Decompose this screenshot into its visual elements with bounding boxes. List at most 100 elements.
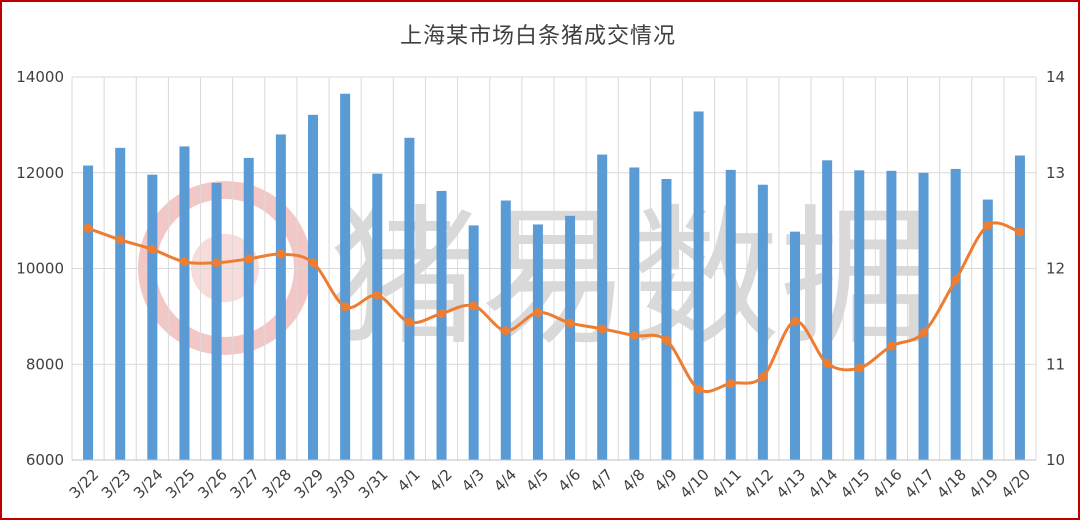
bar (340, 93, 351, 460)
x-tick-label: 4/16 (869, 466, 906, 503)
x-tick-label: 4/7 (587, 466, 617, 496)
x-tick-label: 3/26 (194, 466, 231, 503)
bar (83, 165, 94, 460)
x-tick-label: 4/15 (837, 466, 874, 503)
line-point (951, 275, 961, 285)
bar (661, 178, 672, 460)
y-right-tick-label: 13 (1046, 164, 1065, 182)
bar (822, 160, 833, 461)
x-tick-label: 3/28 (259, 466, 296, 503)
x-tick-label: 3/29 (291, 466, 328, 503)
y-left-tick-label: 6000 (26, 451, 64, 469)
y-left-tick-label: 10000 (16, 260, 64, 278)
y-right-tick-label: 11 (1046, 355, 1065, 373)
y-left-tick-label: 12000 (16, 164, 64, 182)
x-tick-label: 4/8 (619, 466, 649, 496)
x-tick-label: 4/1 (394, 466, 424, 496)
bar (372, 173, 383, 460)
x-tick-label: 4/11 (708, 466, 745, 503)
line-point (372, 290, 382, 300)
bar (1014, 155, 1025, 460)
y-axis-right: 10 11 12 13 14 (1046, 68, 1065, 469)
line-point (437, 309, 447, 319)
line-point (244, 254, 254, 264)
line-point (501, 326, 511, 336)
line-point (919, 328, 929, 338)
x-tick-label: 3/23 (98, 466, 135, 503)
bar (757, 184, 768, 460)
y-right-tick-label: 12 (1046, 260, 1065, 278)
bar (790, 231, 800, 460)
bar (179, 146, 190, 460)
x-tick-label: 4/12 (741, 466, 778, 503)
line-point (694, 384, 704, 394)
bar (597, 154, 608, 460)
line-point (661, 335, 671, 345)
x-tick-label: 4/6 (555, 466, 585, 496)
line-point (115, 235, 125, 245)
x-tick-label: 4/14 (805, 466, 842, 503)
x-tick-label: 3/27 (226, 466, 263, 503)
line-point (340, 302, 350, 312)
bar (629, 167, 640, 460)
line-point (983, 220, 993, 230)
bar (565, 215, 576, 460)
line-point (147, 244, 157, 254)
x-tick-label: 4/10 (676, 466, 713, 503)
line-point (1015, 227, 1025, 237)
x-tick-label: 3/22 (66, 466, 103, 503)
x-tick-label: 4/20 (998, 466, 1035, 503)
bar (693, 111, 704, 460)
x-tick-label: 4/5 (522, 466, 552, 496)
x-tick-label: 3/25 (162, 466, 199, 503)
x-tick-label: 3/30 (323, 466, 360, 503)
bar (115, 147, 126, 461)
bar (725, 169, 736, 460)
line-point (469, 301, 479, 311)
line-point (629, 331, 639, 341)
x-tick-label: 4/17 (901, 466, 938, 503)
bar (886, 170, 897, 460)
line-point (726, 378, 736, 388)
line-point (565, 318, 575, 328)
y-right-tick-label: 14 (1046, 68, 1065, 86)
line-point (83, 223, 93, 233)
bar (436, 190, 447, 460)
bar (404, 137, 415, 460)
line-point (886, 341, 896, 351)
line-point (790, 316, 800, 326)
x-axis: 3/223/233/243/253/263/273/283/293/303/31… (66, 459, 1036, 503)
line-point (179, 257, 189, 267)
bar (854, 170, 865, 460)
y-left-tick-label: 14000 (16, 68, 64, 86)
line-point (212, 258, 222, 268)
x-tick-label: 4/9 (651, 466, 681, 496)
y-right-tick-label: 10 (1046, 451, 1065, 469)
bar (918, 172, 929, 460)
line-point (597, 324, 607, 334)
line-point (276, 249, 286, 259)
chart-title: 上海某市场白条猪成交情况 (399, 24, 676, 49)
bar (308, 114, 318, 460)
x-tick-label: 4/18 (933, 466, 970, 503)
bar (468, 225, 479, 460)
x-tick-label: 4/4 (490, 466, 520, 496)
line-point (308, 258, 318, 268)
line-point (533, 308, 543, 318)
line-point (822, 358, 832, 368)
bar (982, 199, 993, 460)
bar (147, 174, 158, 461)
x-tick-label: 4/3 (458, 466, 488, 496)
x-tick-label: 4/19 (966, 466, 1003, 503)
bar (243, 157, 254, 460)
bar (950, 168, 961, 461)
x-tick-label: 4/2 (426, 466, 456, 496)
x-tick-label: 4/13 (773, 466, 810, 503)
x-tick-label: 3/31 (355, 466, 392, 503)
line-point (758, 372, 768, 382)
x-tick-label: 3/24 (130, 466, 167, 503)
bar (275, 134, 286, 460)
y-left-tick-label: 8000 (26, 355, 64, 373)
line-point (404, 317, 414, 327)
